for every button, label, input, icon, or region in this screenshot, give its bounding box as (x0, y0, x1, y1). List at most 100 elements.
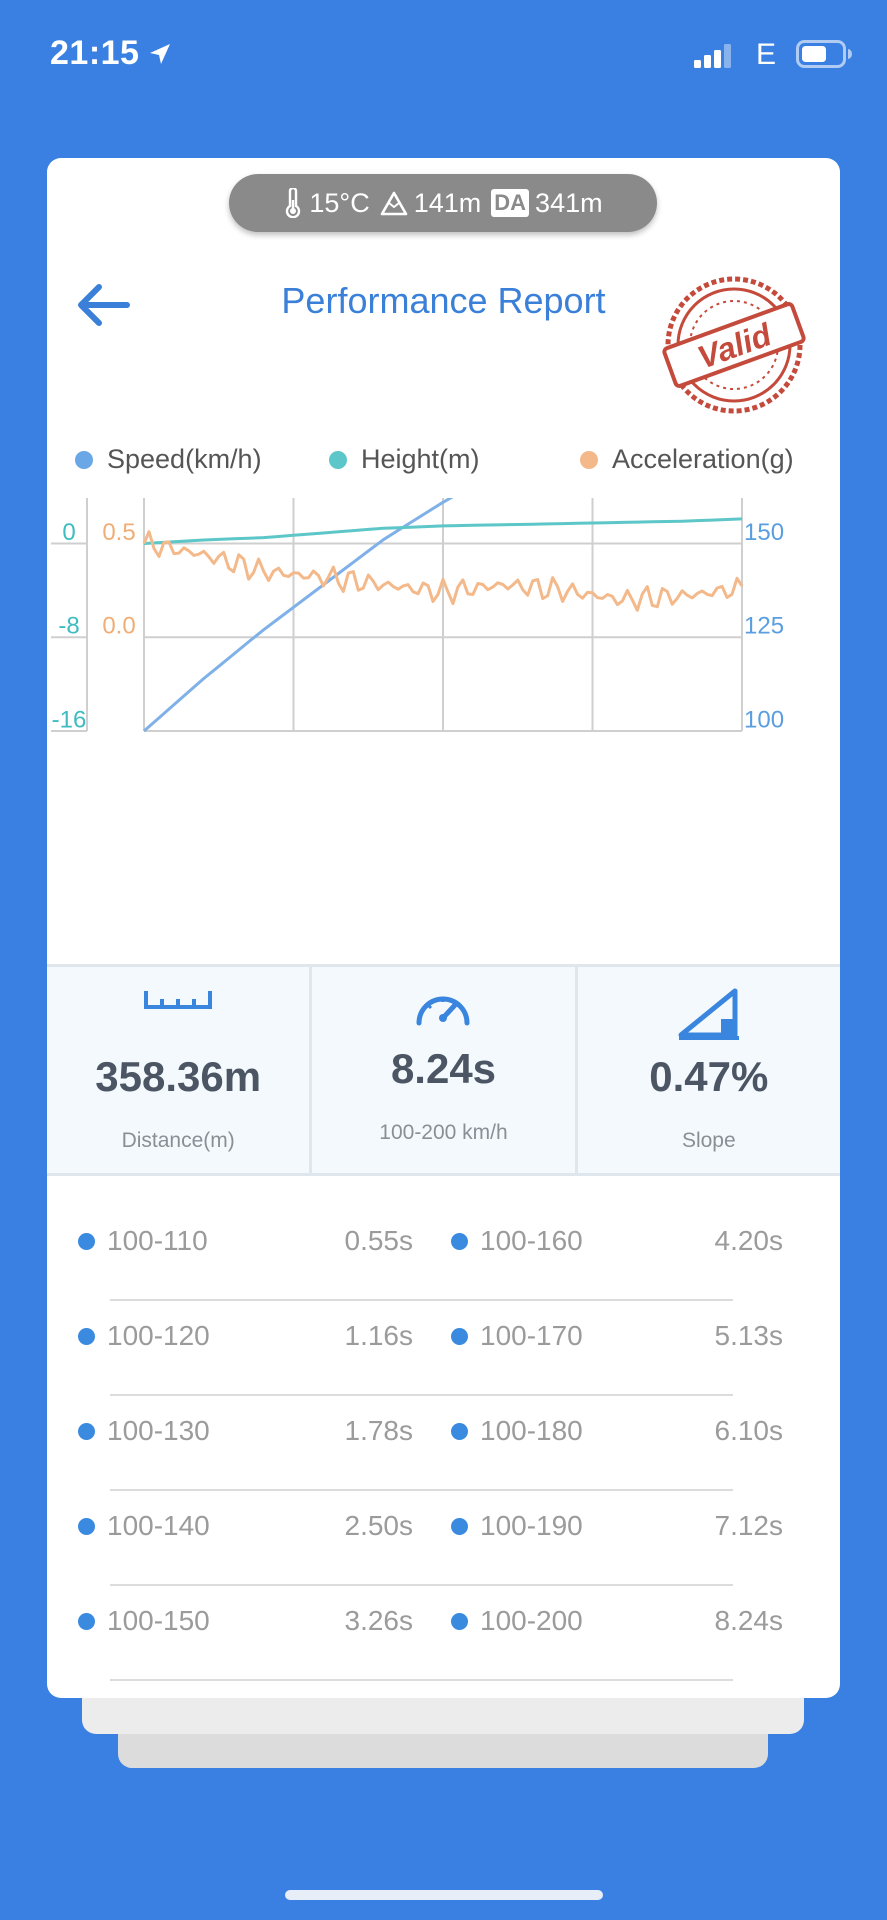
legend-item-acceleration: Acceleration(g) (580, 444, 794, 475)
stat-distance: 358.36m Distance(m) (47, 967, 309, 1173)
stat-label: Slope (681, 1129, 736, 1152)
series-line-speed (143, 498, 454, 733)
split-dot (451, 1422, 468, 1440)
split-row: 100-150 3.26s 100-200 8.24s (47, 1586, 840, 1681)
split-time: 3.26s (344, 1605, 414, 1636)
row-divider (110, 1299, 733, 1301)
network-type: E (756, 38, 777, 71)
stat-value: 0.47% (649, 1053, 769, 1100)
split-dot (78, 1612, 95, 1630)
split-time: 1.16s (344, 1320, 414, 1351)
split-time: 1.78s (344, 1415, 414, 1446)
split-range: 100-160 (480, 1225, 583, 1256)
split-time: 2.50s (344, 1510, 414, 1541)
split-row: 100-130 1.78s 100-180 6.10s (47, 1396, 840, 1491)
report-card: 15°C 141m DA 341m Performance Report Val… (47, 158, 840, 1698)
row-divider (110, 1394, 733, 1396)
performance-chart: 1680-8-161.510.50.0200175150125100 (51, 498, 784, 733)
split-range: 100-120 (107, 1320, 210, 1351)
split-row: 100-110 0.55s 100-160 4.20s (47, 1206, 840, 1301)
split-range: 100-170 (480, 1320, 583, 1351)
stat-slope: 0.47% Slope (574, 967, 840, 1173)
split-range: 100-150 (107, 1605, 210, 1636)
series-line-height (143, 517, 743, 545)
chart-legend: Speed(km/h) Height(m) Acceleration(g) (47, 444, 840, 484)
split-times-list: 100-110 0.55s 100-160 4.20s 100-120 1.16… (47, 1206, 840, 1681)
speed-tick-label: 150 (744, 519, 784, 546)
split-dot (78, 1232, 95, 1250)
split-range: 100-130 (107, 1415, 210, 1446)
da-badge: DA (491, 189, 530, 217)
slope-icon (678, 988, 739, 1040)
split-range: 100-110 (107, 1225, 208, 1256)
acceleration-tick-label: 0.0 (102, 613, 135, 640)
split-item: 100-150 (78, 1586, 210, 1656)
split-dot (451, 1612, 468, 1630)
split-time: 0.55s (344, 1225, 414, 1256)
stat-value: 358.36m (95, 1053, 262, 1100)
split-item: 100-130 (78, 1396, 210, 1466)
split-row: 100-140 2.50s 100-190 7.12s (47, 1491, 840, 1586)
speed-tick-label: 100 (744, 706, 784, 733)
status-bar: 21:15 E (0, 0, 887, 110)
split-item: 100-140 (78, 1491, 210, 1561)
split-item: 100-120 (78, 1301, 210, 1371)
home-indicator[interactable] (285, 1890, 603, 1900)
stat-value: 8.24s (390, 1045, 497, 1092)
split-time: 8.24s (714, 1605, 784, 1636)
split-range: 100-180 (480, 1415, 583, 1446)
battery-icon (796, 40, 852, 68)
split-range: 100-140 (107, 1510, 210, 1541)
ruler-icon (144, 991, 213, 1009)
altitude-value: 141m (413, 187, 482, 218)
location-arrow-icon (150, 44, 170, 64)
valid-stamp: Valid (662, 276, 806, 414)
temperature-value: 15°C (309, 187, 370, 218)
legend-label: Acceleration(g) (612, 444, 794, 474)
legend-label: Height(m) (361, 444, 480, 474)
split-item: 100-190 (451, 1491, 583, 1561)
split-dot (78, 1517, 95, 1535)
speed-tick-label: 125 (744, 613, 784, 640)
split-row: 100-120 1.16s 100-170 5.13s (47, 1301, 840, 1396)
split-dot (451, 1517, 468, 1535)
status-time: 21:15 (50, 34, 140, 72)
legend-item-height: Height(m) (329, 444, 480, 475)
split-time: 7.12s (714, 1510, 784, 1541)
split-item: 100-170 (451, 1301, 583, 1371)
weather-pill: 15°C 141m DA 341m (229, 174, 657, 232)
split-item: 100-160 (451, 1206, 583, 1276)
signal-bars-icon (694, 44, 731, 68)
row-divider (110, 1584, 733, 1586)
split-time: 4.20s (714, 1225, 784, 1256)
back-arrow-icon[interactable] (69, 270, 139, 340)
height-tick-label: -8 (58, 613, 79, 640)
split-dot (78, 1422, 95, 1440)
split-range: 100-200 (480, 1605, 583, 1636)
split-dot (78, 1327, 95, 1345)
page-title: Performance Report (281, 280, 606, 321)
stats-panel: 358.36m Distance(m) 8.24s 100-200 km/h 0… (47, 964, 840, 1176)
thermometer-icon (286, 188, 301, 218)
legend-dot (329, 450, 347, 469)
split-range: 100-190 (480, 1510, 583, 1541)
stat-time: 8.24s 100-200 km/h (309, 967, 574, 1173)
series-line-acceleration (142, 530, 744, 612)
split-item: 100-200 (451, 1586, 583, 1656)
density-altitude-value: 341m (535, 187, 603, 218)
split-dot (451, 1232, 468, 1250)
row-divider (110, 1679, 733, 1681)
speedometer-icon (416, 996, 470, 1026)
height-tick-label: -16 (52, 706, 87, 733)
row-divider (110, 1489, 733, 1491)
height-tick-label: 0 (62, 519, 75, 546)
stat-label: Distance(m) (121, 1129, 235, 1152)
legend-item-speed: Speed(km/h) (75, 444, 262, 475)
split-time: 6.10s (714, 1415, 784, 1446)
legend-dot (75, 450, 93, 469)
split-item: 100-110 (78, 1206, 208, 1276)
legend-dot (580, 450, 598, 469)
legend-label: Speed(km/h) (107, 444, 262, 474)
split-dot (451, 1327, 468, 1345)
split-time: 5.13s (714, 1320, 784, 1351)
